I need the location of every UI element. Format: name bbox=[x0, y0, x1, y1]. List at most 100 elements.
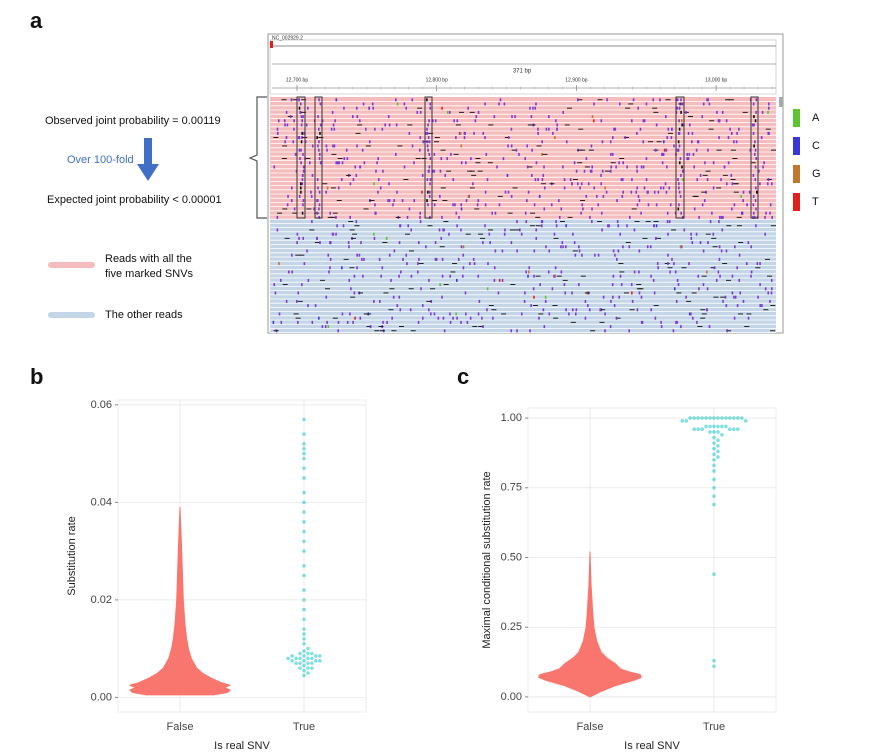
snv bbox=[316, 211, 318, 215]
insertion bbox=[555, 220, 557, 224]
insertion bbox=[489, 241, 491, 245]
insertion bbox=[493, 266, 496, 270]
deletion bbox=[511, 149, 517, 151]
insertion bbox=[440, 236, 443, 240]
insertion bbox=[510, 329, 513, 333]
insertion bbox=[669, 203, 672, 207]
deletion bbox=[491, 309, 497, 311]
insertion bbox=[377, 190, 379, 194]
insertion bbox=[610, 299, 612, 303]
deletion bbox=[455, 124, 461, 126]
insertion bbox=[349, 182, 352, 186]
deletion bbox=[653, 221, 659, 222]
insertion bbox=[530, 115, 533, 119]
point bbox=[732, 416, 736, 420]
base-swatch bbox=[793, 109, 800, 127]
snv bbox=[680, 173, 682, 177]
insertion bbox=[416, 110, 419, 114]
insertion bbox=[293, 207, 296, 211]
insertion bbox=[332, 123, 335, 127]
insertion bbox=[636, 203, 639, 207]
insertion bbox=[661, 161, 664, 165]
point bbox=[302, 617, 306, 622]
deletion bbox=[577, 149, 583, 151]
insertion bbox=[730, 131, 733, 135]
insertion bbox=[735, 140, 738, 144]
deletion bbox=[418, 263, 424, 264]
insertion bbox=[548, 249, 551, 253]
snv bbox=[428, 194, 431, 198]
deletion bbox=[570, 321, 576, 323]
snv bbox=[300, 140, 303, 144]
point bbox=[302, 490, 306, 495]
point bbox=[739, 416, 744, 420]
snv bbox=[754, 140, 756, 144]
insertion bbox=[660, 186, 662, 190]
insertion bbox=[484, 102, 486, 106]
insertion bbox=[653, 190, 656, 194]
insertion bbox=[768, 102, 770, 106]
deletion bbox=[578, 128, 584, 130]
insertion bbox=[605, 190, 608, 194]
deletion bbox=[469, 170, 475, 172]
insertion bbox=[563, 283, 566, 287]
deletion bbox=[405, 233, 411, 235]
insertion bbox=[556, 127, 558, 131]
insertion bbox=[376, 161, 378, 165]
point bbox=[735, 416, 740, 420]
insertion bbox=[705, 270, 708, 274]
insertion bbox=[449, 312, 451, 316]
snv bbox=[318, 152, 321, 156]
insertion bbox=[698, 215, 700, 219]
insertion bbox=[477, 274, 480, 278]
insertion bbox=[396, 190, 398, 194]
deletion bbox=[397, 145, 403, 147]
insertion bbox=[395, 123, 398, 127]
insertion bbox=[272, 320, 275, 324]
snv bbox=[316, 199, 318, 203]
insertion bbox=[374, 127, 376, 131]
deletion bbox=[391, 330, 397, 332]
insertion bbox=[534, 106, 537, 110]
insertion bbox=[682, 178, 684, 182]
insertion bbox=[455, 312, 457, 316]
insertion bbox=[626, 224, 628, 228]
insertion bbox=[551, 287, 554, 291]
insertion bbox=[655, 123, 658, 127]
legend-label: five marked SNVs bbox=[105, 268, 194, 280]
x-axis-label: Is real SNV bbox=[624, 740, 680, 752]
insertion bbox=[534, 178, 537, 182]
point bbox=[302, 668, 306, 673]
insertion bbox=[355, 106, 358, 110]
insertion bbox=[577, 182, 579, 186]
deletion bbox=[514, 229, 520, 231]
insertion bbox=[276, 228, 279, 232]
insertion bbox=[413, 199, 416, 203]
insertion bbox=[655, 203, 658, 207]
insertion bbox=[764, 287, 767, 291]
insertion bbox=[373, 236, 376, 240]
insertion bbox=[689, 123, 691, 127]
snv bbox=[755, 207, 757, 211]
insertion bbox=[388, 199, 391, 203]
insertion bbox=[359, 165, 361, 169]
insertion bbox=[373, 299, 375, 303]
insertion bbox=[442, 316, 445, 320]
deletion bbox=[512, 187, 518, 189]
insertion bbox=[369, 325, 372, 329]
deletion bbox=[346, 174, 352, 176]
deletion bbox=[282, 208, 288, 210]
snv-column bbox=[750, 96, 759, 219]
insertion bbox=[695, 232, 698, 236]
insertion bbox=[456, 119, 459, 123]
insertion bbox=[769, 299, 771, 303]
point bbox=[302, 663, 306, 668]
panel-letter: b bbox=[30, 364, 43, 389]
insertion bbox=[759, 262, 761, 266]
point bbox=[732, 427, 736, 431]
insertion bbox=[606, 98, 608, 102]
deletion bbox=[507, 212, 513, 214]
snv bbox=[678, 182, 680, 186]
insertion bbox=[649, 245, 652, 249]
insertion bbox=[335, 232, 337, 236]
